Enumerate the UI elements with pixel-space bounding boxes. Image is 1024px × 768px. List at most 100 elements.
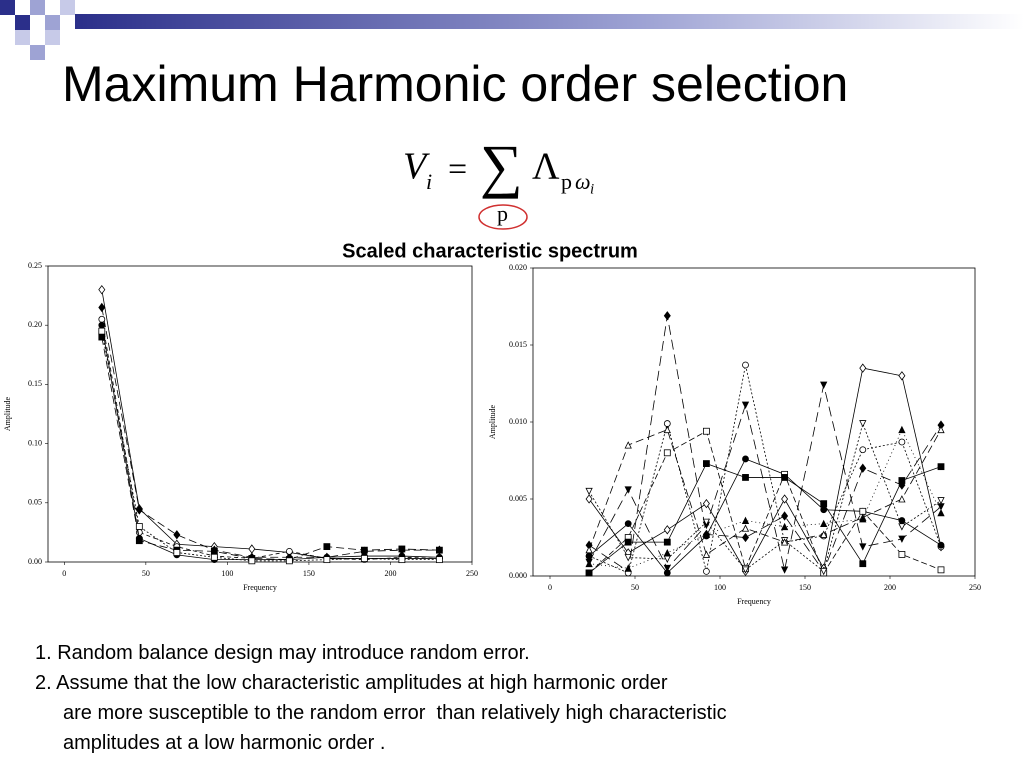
marker <box>624 564 632 572</box>
marker <box>703 460 710 467</box>
marker <box>898 535 906 543</box>
marker <box>741 516 750 524</box>
series-line <box>101 325 440 561</box>
marker <box>741 401 750 409</box>
marker <box>820 506 828 514</box>
marker <box>741 566 750 574</box>
marker <box>98 315 106 323</box>
marker <box>624 520 632 528</box>
marker <box>937 425 945 434</box>
series-line <box>101 319 440 561</box>
formula-text: ω <box>575 169 591 194</box>
marker <box>742 455 749 463</box>
x-axis-label: Frequency <box>737 597 771 606</box>
marker <box>742 361 749 369</box>
marker <box>173 530 181 540</box>
marker <box>248 544 256 554</box>
formula-text: i <box>426 169 432 194</box>
marker <box>98 327 106 335</box>
x-tick-label: 0 <box>548 583 552 592</box>
marker <box>323 543 331 551</box>
formula-text: Λ <box>532 146 560 188</box>
marker <box>859 363 867 373</box>
marker <box>702 498 710 509</box>
x-tick-label: 150 <box>799 583 811 592</box>
marker <box>585 494 593 504</box>
marker <box>98 333 106 341</box>
marker <box>173 549 181 556</box>
marker <box>780 522 789 531</box>
marker <box>398 545 406 553</box>
marker <box>663 420 671 427</box>
marker <box>781 511 789 521</box>
marker <box>323 556 331 564</box>
marker <box>663 525 671 535</box>
marker <box>898 371 906 381</box>
marker <box>702 530 711 538</box>
series-line <box>101 336 440 561</box>
marker <box>898 438 906 446</box>
marker <box>780 566 789 574</box>
marker <box>820 519 828 528</box>
marker <box>585 545 593 554</box>
series-line <box>589 428 942 569</box>
marker <box>859 543 867 551</box>
marker <box>663 549 671 557</box>
marker <box>702 550 711 558</box>
series-line <box>588 384 942 570</box>
formula-text: p <box>561 169 572 194</box>
marker <box>624 554 632 562</box>
marker <box>937 541 945 549</box>
formula-text: = <box>448 151 467 188</box>
marker <box>820 530 828 538</box>
plot-frame <box>47 265 473 563</box>
marker <box>859 420 867 428</box>
x-tick-label: 250 <box>466 569 478 578</box>
highlight <box>478 204 528 230</box>
y-tick-label: 0.015 <box>509 340 527 349</box>
marker <box>781 474 788 481</box>
marker <box>663 425 671 434</box>
marker <box>435 556 443 564</box>
y-tick-label: 0.20 <box>28 320 42 329</box>
note: are more susceptible to the random error… <box>63 702 727 724</box>
formula: V i = ∑ p Λ p ω i <box>403 133 594 230</box>
marker <box>859 515 867 523</box>
marker <box>135 537 143 545</box>
y-tick-label: 0.010 <box>509 417 527 426</box>
marker <box>585 559 593 568</box>
marker <box>780 538 789 546</box>
series-line <box>101 331 440 562</box>
marker <box>859 463 867 473</box>
marker <box>360 555 368 562</box>
series-line <box>101 307 440 558</box>
note: 1. Random balance design may introduce r… <box>35 642 530 664</box>
y-tick-label: 0.020 <box>509 263 527 272</box>
marker <box>210 553 218 561</box>
y-tick-label: 0.15 <box>28 379 42 388</box>
y-axis-label: Amplitude <box>488 404 497 439</box>
y-tick-label: 0.10 <box>28 438 42 447</box>
y-tick-label: 0.000 <box>509 571 527 580</box>
x-tick-label: 150 <box>303 569 315 578</box>
y-tick-label: 0.00 <box>28 557 42 566</box>
marker <box>135 523 143 530</box>
marker <box>820 567 828 576</box>
series-line <box>588 430 942 574</box>
marker <box>585 487 593 496</box>
marker <box>624 538 632 546</box>
marker <box>703 427 710 435</box>
marker <box>742 474 749 481</box>
marker <box>398 556 406 564</box>
marker <box>898 477 906 484</box>
marker <box>937 463 945 471</box>
formula-text: ∑ <box>480 133 523 199</box>
decoration <box>0 0 1024 60</box>
marker <box>898 551 906 558</box>
marker <box>663 564 671 573</box>
series-line <box>588 429 942 556</box>
marker <box>937 508 945 517</box>
marker <box>898 523 906 531</box>
marker <box>98 321 106 329</box>
